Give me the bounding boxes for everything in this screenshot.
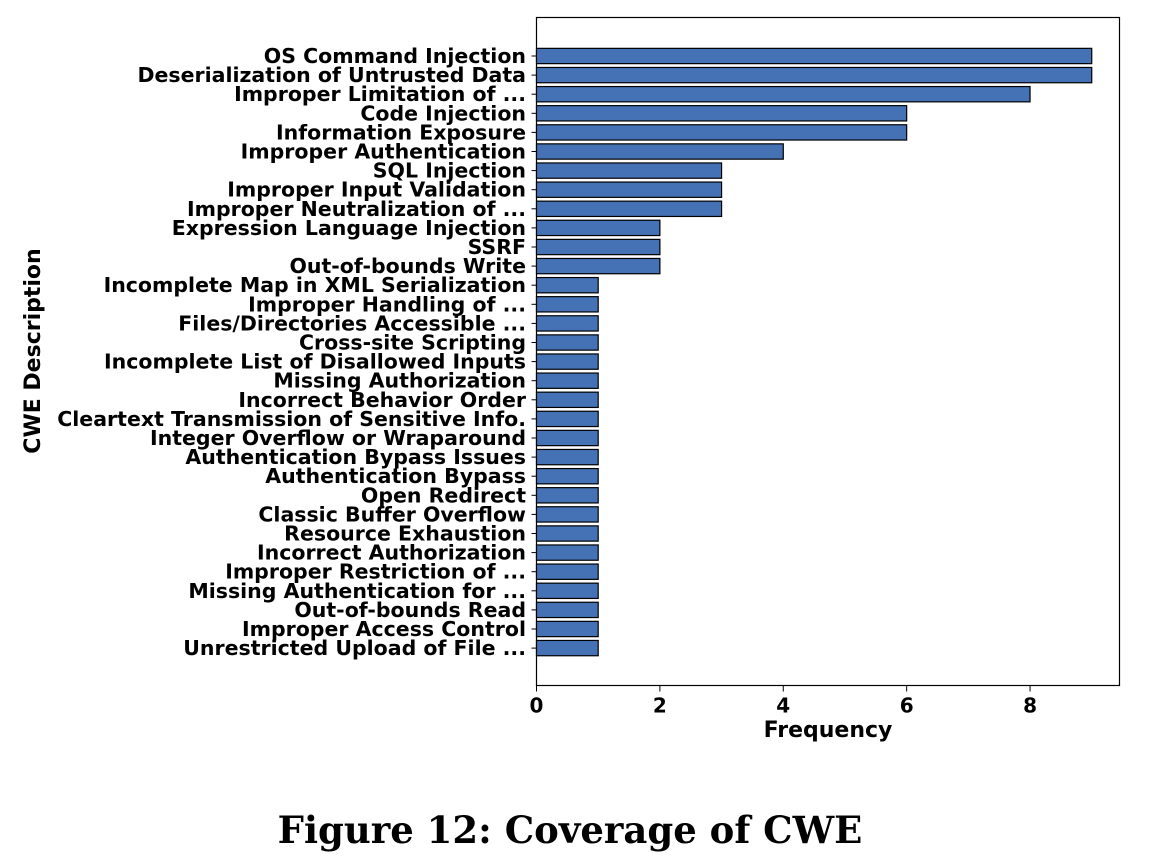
category-label: Code Injection — [360, 101, 526, 125]
bar — [535, 200, 723, 218]
x-axis-title: Frequency — [764, 718, 893, 743]
bar — [535, 334, 599, 351]
bar — [535, 410, 599, 428]
category-label: Improper Neutralization of ... — [187, 197, 526, 221]
category-label: Information Exposure — [276, 120, 526, 144]
category-label: SQL Injection — [373, 159, 526, 183]
bar — [535, 315, 599, 332]
category-label: Improper Restriction of ... — [225, 560, 526, 584]
category-label: Incomplete List of Disallowed Inputs — [104, 350, 526, 374]
category-label: Unrestricted Upload of File ... — [183, 636, 526, 660]
category-label: OS Command Injection — [264, 44, 526, 68]
bar — [535, 448, 599, 466]
bar — [535, 487, 599, 504]
bar — [535, 372, 599, 389]
category-label: Incorrect Behavior Order — [238, 388, 526, 412]
bar — [535, 47, 1093, 65]
bar — [535, 85, 1031, 103]
category-label: Cleartext Transmission of Sensitive Info… — [57, 407, 526, 431]
bar — [535, 257, 661, 275]
category-label: Authentication Bypass Issues — [185, 445, 526, 469]
bar — [535, 143, 784, 160]
x-tick-label: 8 — [1023, 694, 1037, 718]
x-tick-label: 2 — [653, 694, 667, 718]
bar — [535, 467, 599, 485]
bar — [535, 506, 599, 523]
bar — [535, 429, 599, 447]
x-tick-label: 6 — [900, 694, 914, 718]
bar — [535, 181, 723, 198]
bar — [535, 238, 661, 256]
category-label: Cross-site Scripting — [299, 331, 526, 355]
category-label: Improper Handling of ... — [248, 292, 526, 316]
category-label: Integer Overflow or Wraparound — [150, 426, 526, 450]
category-label: Files/Directories Accessible ... — [178, 311, 526, 335]
bar — [535, 162, 723, 179]
bar — [535, 525, 599, 542]
bar — [535, 620, 599, 638]
category-label: Improper Input Validation — [227, 178, 526, 202]
bar — [535, 582, 599, 600]
bar — [535, 639, 599, 657]
category-label: Authentication Bypass — [265, 464, 526, 488]
category-label: Incomplete Map in XML Serialization — [104, 273, 526, 297]
x-tick-label: 0 — [530, 694, 544, 718]
x-ticks-group: 0 2 4 6 8 — [530, 685, 1037, 718]
bar — [535, 563, 599, 580]
category-label: Out-of-bounds Write — [289, 254, 526, 278]
category-label: SSRF — [468, 235, 526, 259]
bar — [535, 105, 908, 122]
category-label: Missing Authorization — [273, 369, 526, 393]
bar — [535, 219, 661, 237]
bar — [535, 601, 599, 619]
category-label: Improper Authentication — [241, 140, 526, 164]
bars-group — [535, 47, 1093, 657]
bar — [535, 66, 1093, 84]
category-label: Missing Authentication for ... — [188, 579, 526, 603]
category-label: Classic Buffer Overflow — [258, 502, 526, 526]
category-label: Deserialization of Untrusted Data — [137, 63, 526, 87]
bar — [535, 296, 599, 313]
category-label: Out-of-bounds Read — [294, 598, 526, 622]
bar — [535, 124, 908, 141]
bar — [535, 276, 599, 294]
category-label: Improper Limitation of ... — [234, 82, 526, 106]
y-axis-title: CWE Description — [21, 248, 46, 453]
category-label: Incorrect Authorization — [257, 541, 526, 565]
category-label: Resource Exhaustion — [284, 522, 526, 546]
figure-caption: Figure 12: Coverage of CWE — [277, 808, 863, 852]
bar — [535, 544, 599, 561]
category-label: Expression Language Injection — [172, 216, 526, 240]
x-tick-label: 4 — [776, 694, 790, 718]
bar — [535, 353, 599, 370]
category-label: Improper Access Control — [242, 617, 526, 641]
bar — [535, 391, 599, 409]
category-label: Open Redirect — [361, 483, 526, 507]
